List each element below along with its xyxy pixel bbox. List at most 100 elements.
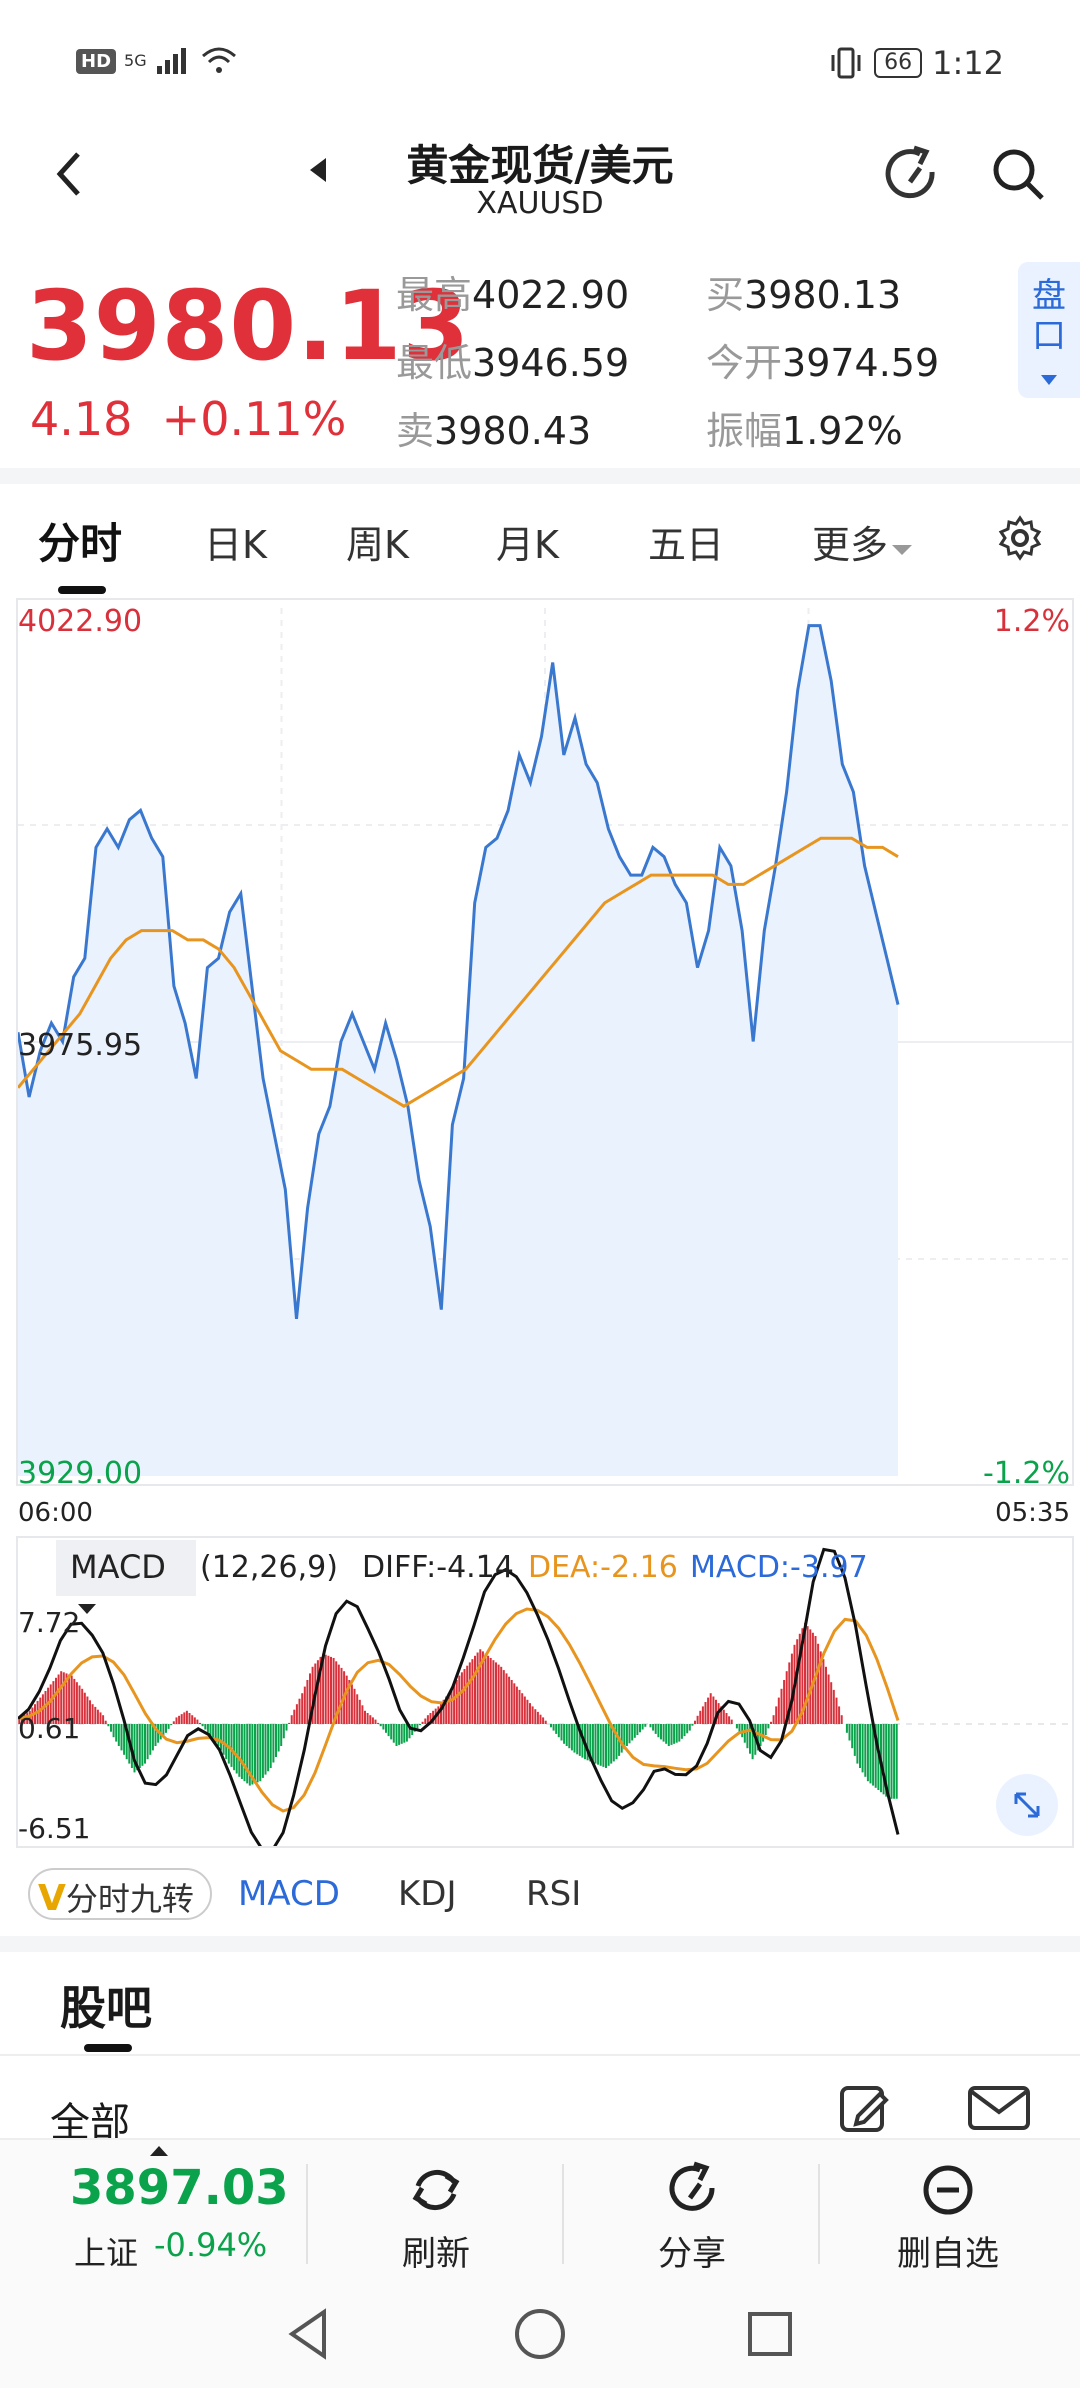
sell-label: 卖: [396, 409, 435, 453]
tab-weekly-k[interactable]: 周K: [346, 523, 409, 567]
pct-min-label: -1.2%: [982, 1456, 1070, 1491]
low-cell: 最低3946.59: [396, 332, 629, 387]
macd-chart-svg: [17, 1547, 1072, 1852]
minus-circle-icon: [923, 2165, 973, 2215]
divider: [818, 2164, 820, 2264]
quote-panel: 3980.13 4.18 +0.11% 最高4022.90 最低3946.59 …: [0, 250, 1080, 470]
indicator-tab-rsi[interactable]: RSI: [526, 1874, 582, 1914]
wifi-icon: [201, 47, 236, 73]
jiuzhuan-label: 分时九转: [65, 1880, 194, 1918]
change-value: 4.18: [30, 392, 133, 446]
macd-dea: DEA:-2.16: [528, 1550, 678, 1585]
tab-intraday[interactable]: 分时: [38, 519, 123, 568]
index-change: -0.94%: [154, 2226, 268, 2264]
symbol-code: XAUUSD: [476, 186, 604, 221]
dea-line: [17, 1607, 900, 1813]
status-bar: HD 5G 66 1:12: [0, 0, 1080, 130]
buy-label: 买: [706, 273, 745, 317]
page-title: 黄金现货/美元: [406, 141, 674, 190]
time-start-label: 06:00: [18, 1498, 93, 1528]
tab-daily-k[interactable]: 日K: [204, 523, 267, 567]
low-value: 3946.59: [472, 341, 630, 385]
order-book-label: 盘口: [1032, 276, 1066, 356]
nav-recents-icon[interactable]: [740, 2304, 800, 2364]
high-label: 最高: [396, 273, 473, 317]
open-label: 今开: [706, 341, 783, 385]
share-button[interactable]: 分享: [602, 2140, 782, 2286]
change-percent: +0.11%: [161, 392, 347, 446]
system-nav-bar: [0, 2284, 1080, 2388]
tab-monthly-k[interactable]: 月K: [496, 523, 559, 567]
period-tabs: 分时 日K 周K 月K 五日 更多: [0, 486, 1080, 586]
caret-down-icon: [892, 545, 913, 555]
refresh-label: 刷新: [402, 2234, 470, 2274]
nav-back-icon[interactable]: [280, 2304, 340, 2364]
price-change: 4.18 +0.11%: [30, 392, 346, 446]
indicator-tabs: MACD KDJ RSI: [0, 1866, 1080, 1936]
sell-value: 3980.43: [434, 409, 592, 453]
refresh-button[interactable]: 刷新: [346, 2140, 526, 2286]
macd-top-label: 7.72: [18, 1606, 81, 1639]
indicator-tab-macd[interactable]: MACD: [238, 1874, 340, 1914]
index-value[interactable]: 3897.03: [70, 2160, 289, 2216]
nav-home-icon[interactable]: [510, 2304, 570, 2364]
back-arrow-icon[interactable]: [50, 144, 90, 218]
low-label: 最低: [396, 341, 473, 385]
index-name: 上证: [74, 2234, 139, 2272]
amplitude-cell: 振幅1.92%: [706, 400, 903, 455]
macd-value: MACD:-3.97: [690, 1550, 868, 1585]
high-value: 4022.90: [472, 273, 630, 317]
macd-params: (12,26,9): [200, 1550, 338, 1585]
macd-diff: DIFF:-4.14: [362, 1550, 514, 1585]
open-cell: 今开3974.59: [706, 332, 939, 387]
price-chart-svg: [16, 608, 1072, 1476]
divider: [0, 1936, 1080, 1952]
macd-chart[interactable]: [16, 1536, 1074, 1852]
y-max-label: 4022.90: [18, 604, 143, 639]
forum-title[interactable]: 股吧: [60, 1981, 152, 2035]
diff-line: [17, 1547, 900, 1852]
active-tab-indicator: [58, 586, 106, 594]
remove-watchlist-button[interactable]: 删自选: [858, 2140, 1038, 2286]
indicator-selector[interactable]: MACD: [56, 1540, 196, 1614]
average-line: [16, 836, 899, 1108]
vibrate-icon: [831, 47, 861, 79]
search-icon[interactable]: [986, 142, 1050, 206]
divider: [306, 2164, 308, 2264]
caret-down-icon: [78, 1604, 96, 1614]
prev-symbol-icon[interactable]: [304, 150, 332, 199]
top-header: 黄金现货/美元 XAUUSD: [0, 120, 1080, 240]
open-value: 3974.59: [782, 341, 940, 385]
intraday-chart[interactable]: [16, 598, 1074, 1486]
buy-cell: 买3980.13: [706, 264, 901, 319]
time-end-label: 05:35: [995, 1498, 1070, 1528]
jiuzhuan-button[interactable]: V分时九转: [28, 1868, 212, 1920]
clock: 1:12: [932, 44, 1004, 82]
sell-cell: 卖3980.43: [396, 400, 591, 455]
indicator-selector-label: MACD: [70, 1548, 166, 1586]
share-label: 分享: [658, 2234, 726, 2274]
tab-more-label: 更多: [812, 523, 889, 567]
message-icon[interactable]: [966, 2082, 1032, 2136]
pct-max-label: 1.2%: [993, 604, 1070, 639]
network-label: 5G: [124, 51, 147, 70]
index-caret-up-icon: [150, 2146, 168, 2156]
share-refresh-icon[interactable]: [880, 142, 944, 206]
buy-value: 3980.13: [744, 273, 902, 317]
divider: [0, 468, 1080, 484]
order-book-toggle[interactable]: 盘口: [1018, 262, 1080, 398]
price-area-fill: [18, 625, 898, 1476]
chart-settings-gear-icon[interactable]: [996, 514, 1044, 566]
share-icon: [669, 2161, 715, 2211]
macd-mid-label: 0.61: [18, 1712, 81, 1745]
expand-chart-icon[interactable]: [996, 1774, 1058, 1836]
v-badge-icon: V: [38, 1878, 66, 1919]
indicator-tab-kdj[interactable]: KDJ: [398, 1874, 457, 1914]
battery-level: 66: [874, 48, 923, 78]
remove-watchlist-label: 删自选: [897, 2234, 999, 2274]
refresh-icon: [412, 2169, 460, 2211]
tab-more[interactable]: 更多: [812, 514, 914, 569]
tab-five-day[interactable]: 五日: [648, 523, 725, 567]
edit-post-icon[interactable]: [836, 2080, 892, 2140]
y-mid-label: 3975.95: [18, 1028, 143, 1063]
